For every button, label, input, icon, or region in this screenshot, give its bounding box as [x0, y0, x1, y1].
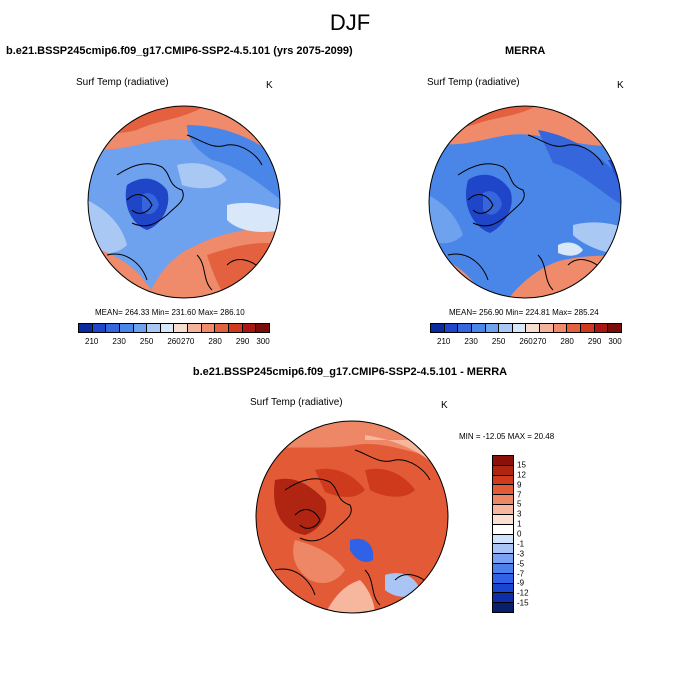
colorbar-swatch: [581, 324, 595, 332]
colorbar-swatch: [485, 324, 500, 332]
colorbar-swatch: [215, 324, 230, 332]
colorbar-tick-label: 280: [208, 337, 222, 346]
colorbar-swatch: [493, 456, 513, 466]
model-stats: MEAN= 264.33 Min= 231.60 Max= 286.10: [95, 308, 245, 317]
colorbar-swatch: [493, 524, 513, 535]
obs-variable-label: Surf Temp (radiative): [427, 77, 520, 88]
colorbar-swatch: [493, 495, 513, 506]
colorbar-tick-label: 1: [517, 519, 522, 529]
colorbar-swatch: [106, 324, 120, 332]
obs-stats: MEAN= 256.90 Min= 224.81 Max= 285.24: [449, 308, 599, 317]
colorbar-swatch: [458, 324, 472, 332]
colorbar-tick-label: 300: [608, 337, 622, 346]
colorbar-tick-label: 7: [517, 490, 522, 499]
model-polar-map: [87, 105, 281, 299]
diff-panel-title: b.e21.BSSP245cmip6.f09_g17.CMIP6-SSP2-4.…: [192, 366, 508, 378]
colorbar-swatch: [493, 485, 513, 496]
colorbar-tick-label: -15: [517, 598, 529, 608]
colorbar-swatch: [493, 593, 513, 604]
colorbar-tick-label: 280: [560, 337, 574, 346]
obs-colorbar: [430, 323, 622, 333]
colorbar-tick-label: -5: [517, 559, 525, 569]
colorbar-tick-label: -12: [517, 588, 529, 598]
colorbar-tick-label: -1: [517, 539, 525, 549]
colorbar-tick-label: 270: [181, 337, 195, 346]
colorbar-tick-label: 230: [464, 337, 478, 346]
colorbar-swatch: [512, 324, 527, 332]
colorbar-tick-label: 290: [587, 337, 602, 346]
colorbar-swatch: [229, 324, 243, 332]
colorbar-tick-label: 0: [517, 529, 522, 539]
colorbar-tick-label: 12: [517, 470, 526, 480]
colorbar-swatch: [133, 324, 148, 332]
colorbar-swatch: [608, 324, 621, 332]
colorbar-swatch: [540, 324, 554, 332]
colorbar-swatch: [147, 324, 161, 332]
colorbar-swatch: [553, 324, 568, 332]
colorbar-swatch: [493, 554, 513, 564]
colorbar-swatch: [174, 324, 189, 332]
colorbar-tick-label: 15: [517, 460, 526, 470]
colorbar-tick-label: 3: [517, 509, 522, 519]
colorbar-swatch: [493, 534, 513, 545]
colorbar-swatch: [493, 514, 513, 525]
colorbar-swatch: [594, 324, 609, 332]
diff-units-label: K: [441, 400, 448, 411]
colorbar-tick-label: 300: [256, 337, 270, 346]
obs-panel-title: MERRA: [505, 45, 546, 57]
colorbar-swatch: [567, 324, 582, 332]
diff-polar-map: [255, 420, 449, 614]
colorbar-swatch: [493, 475, 513, 486]
diff-stats: MIN = -12.05 MAX = 20.48: [459, 432, 555, 441]
colorbar-swatch: [201, 324, 216, 332]
diff-colorbar-labels: 15 12 9 7 5 3 1 0 -1 -3 -5 -7 -9 -12 -15: [517, 455, 547, 613]
colorbar-swatch: [493, 544, 513, 555]
colorbar-tick-label: 250: [491, 337, 506, 346]
colorbar-swatch: [92, 324, 107, 332]
diff-variable-label: Surf Temp (radiative): [250, 397, 343, 408]
colorbar-swatch: [499, 324, 513, 332]
colorbar-tick-label: 9: [517, 480, 522, 490]
colorbar-tick-label: 210: [85, 337, 99, 346]
colorbar-swatch: [444, 324, 459, 332]
obs-polar-map: [428, 105, 622, 299]
colorbar-swatch: [119, 324, 134, 332]
colorbar-swatch: [188, 324, 202, 332]
colorbar-tick-label: -3: [517, 549, 525, 559]
colorbar-swatch: [160, 324, 175, 332]
colorbar-tick-label: 290: [235, 337, 250, 346]
colorbar-swatch: [526, 324, 541, 332]
colorbar-tick-label: 260: [519, 337, 533, 346]
figure-title: DJF: [329, 10, 371, 35]
colorbar-tick-label: -7: [517, 569, 525, 578]
obs-colorbar-labels: 210 230 250 260 270 280 290 300: [430, 337, 622, 347]
colorbar-tick-label: 270: [533, 337, 547, 346]
colorbar-tick-label: -9: [517, 578, 525, 588]
colorbar-tick-label: 250: [139, 337, 154, 346]
colorbar-swatch: [493, 563, 513, 574]
colorbar-swatch: [493, 603, 513, 612]
obs-units-label: K: [617, 80, 624, 91]
model-colorbar: [78, 323, 270, 333]
colorbar-swatch: [493, 465, 513, 476]
colorbar-swatch: [493, 505, 513, 515]
colorbar-swatch: [493, 583, 513, 594]
colorbar-tick-label: 260: [167, 337, 181, 346]
colorbar-swatch: [79, 324, 93, 332]
colorbar-swatch: [471, 324, 486, 332]
colorbar-swatch: [256, 324, 269, 332]
colorbar-tick-label: 210: [437, 337, 451, 346]
model-variable-label: Surf Temp (radiative): [76, 77, 169, 88]
model-units-label: K: [266, 80, 273, 91]
colorbar-swatch: [493, 573, 513, 584]
model-colorbar-labels: 210 230 250 260 270 280 290 300: [78, 337, 270, 347]
colorbar-tick-label: 230: [112, 337, 126, 346]
colorbar-tick-label: 5: [517, 499, 522, 509]
diff-colorbar: [492, 455, 514, 613]
model-panel-title: b.e21.BSSP245cmip6.f09_g17.CMIP6-SSP2-4.…: [6, 45, 353, 57]
colorbar-swatch: [242, 324, 257, 332]
colorbar-swatch: [431, 324, 445, 332]
